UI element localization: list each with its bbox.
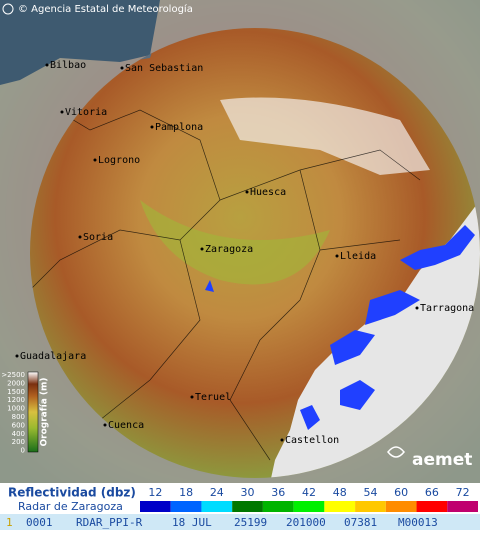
city-dot bbox=[335, 254, 339, 258]
elevation-level: 200 bbox=[12, 438, 25, 446]
city-dot bbox=[93, 158, 97, 162]
credit-icon bbox=[2, 3, 14, 15]
level-label: 54 bbox=[363, 486, 377, 499]
status-bar bbox=[0, 514, 480, 530]
status-field: 1 bbox=[6, 516, 13, 529]
level-swatch bbox=[140, 501, 171, 512]
level-label: 12 bbox=[148, 486, 162, 499]
city-label: Soria bbox=[83, 232, 113, 243]
radar-echoes bbox=[205, 225, 475, 430]
level-swatch bbox=[385, 501, 417, 512]
level-label: 42 bbox=[302, 486, 316, 499]
city-dot bbox=[60, 110, 64, 114]
borders bbox=[30, 99, 421, 461]
city-label: Castellon bbox=[285, 435, 339, 446]
level-swatch bbox=[324, 501, 356, 512]
city-label: Huesca bbox=[250, 187, 286, 198]
reflectivity-legend: 12 18 24 30 36 42 48 54 60 66 72 bbox=[140, 486, 478, 512]
city-dot bbox=[103, 423, 107, 427]
logo-text: aemet bbox=[412, 450, 472, 470]
city-label: San Sebastian bbox=[125, 63, 203, 74]
level-swatch bbox=[416, 501, 448, 512]
city-dot bbox=[245, 190, 249, 194]
level-label: 30 bbox=[241, 486, 255, 499]
level-swatch bbox=[262, 501, 294, 512]
city-dot bbox=[150, 125, 154, 129]
status-field: RDAR_PPI-R bbox=[76, 516, 143, 529]
level-label: 24 bbox=[210, 486, 224, 499]
elevation-level: 2000 bbox=[7, 379, 25, 387]
level-label: 48 bbox=[333, 486, 347, 499]
city-dot bbox=[190, 395, 194, 399]
elevation-level: 1200 bbox=[7, 396, 25, 404]
level-label: 60 bbox=[394, 486, 408, 499]
city-dot bbox=[280, 438, 284, 442]
elevation-level: 1500 bbox=[7, 388, 25, 396]
status-field: 25199 bbox=[234, 516, 267, 529]
elevation-level: 400 bbox=[12, 430, 25, 438]
city-label: Cuenca bbox=[108, 420, 144, 431]
status-field: M00013 bbox=[398, 516, 438, 529]
pyrenees bbox=[220, 97, 430, 175]
status-field: 18 JUL bbox=[172, 516, 212, 529]
city-label: Zaragoza bbox=[205, 244, 253, 255]
elevation-level: 1000 bbox=[7, 405, 25, 413]
bay-of-biscay bbox=[0, 0, 160, 85]
level-swatch bbox=[447, 501, 478, 512]
logo: aemet bbox=[387, 446, 472, 470]
level-swatch bbox=[355, 501, 386, 512]
city-dot bbox=[415, 306, 419, 310]
elevation-level: 0 bbox=[21, 447, 25, 455]
city-labels: Bilbao San Sebastian Vitoria Pamplona Logron… bbox=[15, 60, 474, 446]
city-dot bbox=[45, 63, 49, 67]
level-swatch bbox=[170, 501, 202, 512]
city-dot bbox=[78, 235, 82, 239]
elevation-level: 800 bbox=[12, 413, 25, 421]
city-label: Guadalajara bbox=[20, 351, 86, 362]
city-dot bbox=[15, 354, 19, 358]
level-label: 72 bbox=[456, 486, 470, 499]
city-dot bbox=[200, 247, 204, 251]
city-label: Vitoria bbox=[65, 107, 107, 118]
level-label: 36 bbox=[271, 486, 285, 499]
city-dot bbox=[120, 66, 124, 70]
city-label: Lleida bbox=[340, 251, 376, 262]
level-swatch bbox=[232, 501, 263, 512]
city-label: Bilbao bbox=[50, 60, 86, 71]
status-field: 07381 bbox=[344, 516, 377, 529]
city-label: Logrono bbox=[98, 155, 140, 166]
status-field: 201000 bbox=[286, 516, 326, 529]
level-label: 66 bbox=[425, 486, 439, 499]
city-label: Teruel bbox=[195, 392, 231, 403]
status-field: 0001 bbox=[26, 516, 53, 529]
elevation-level: >2500 bbox=[1, 371, 25, 379]
elevation-scale bbox=[27, 371, 39, 453]
radar-name: Radar de Zaragoza bbox=[18, 500, 123, 513]
level-label: 18 bbox=[179, 486, 193, 499]
level-swatch bbox=[201, 501, 233, 512]
level-swatch bbox=[293, 501, 325, 512]
status-fields: 1 0001 RDAR_PPI-R 18 JUL 25199 201000 07381 M00… bbox=[6, 516, 438, 529]
elevation-title: Orografía (m) bbox=[40, 377, 50, 446]
city-label: Pamplona bbox=[155, 122, 203, 133]
elevation-level: 600 bbox=[12, 421, 25, 429]
reflectivity-title: Reflectividad (dbz) bbox=[8, 486, 136, 500]
city-label: Tarragona bbox=[420, 303, 474, 314]
credit: © Agencia Estatal de Meteorología bbox=[18, 3, 193, 15]
